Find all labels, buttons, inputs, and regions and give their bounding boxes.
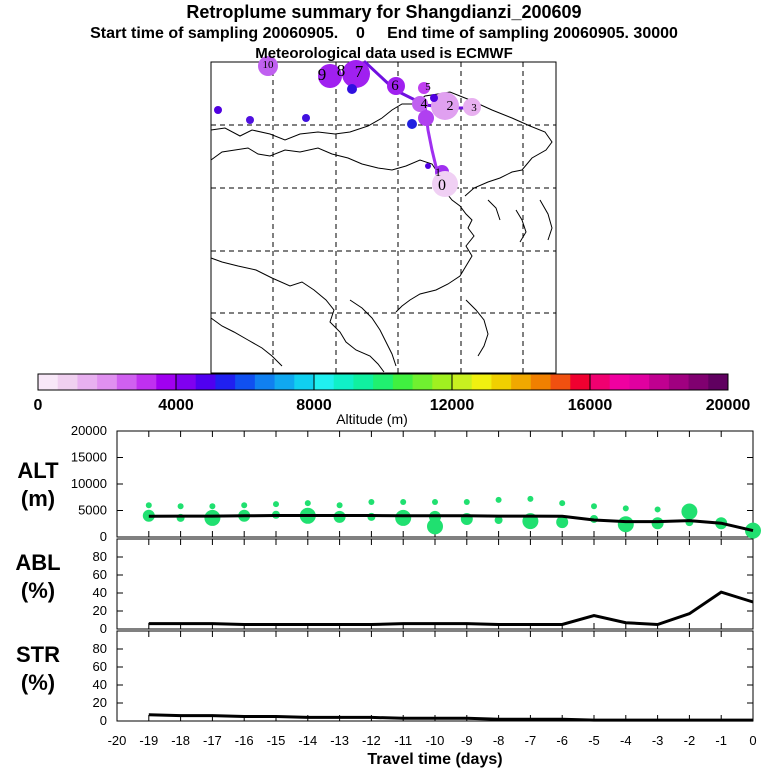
map-frame bbox=[210, 61, 557, 374]
border-line bbox=[349, 299, 397, 367]
plume-day-label: 6 bbox=[391, 78, 399, 94]
plume-blob bbox=[302, 114, 310, 122]
met-data-note: Meteorological data used is ECMWF bbox=[255, 45, 513, 62]
plume-blobs bbox=[214, 56, 481, 197]
plume-day-label: 9 bbox=[318, 65, 327, 84]
plume-blob bbox=[407, 119, 417, 129]
plume-day-label: 4 bbox=[421, 97, 428, 112]
map-background bbox=[211, 62, 556, 373]
figure-title: Retroplume summary for Shangdianzi_20060… bbox=[186, 2, 582, 22]
border-line bbox=[487, 199, 501, 221]
plume-blob bbox=[258, 56, 278, 76]
plume-blob bbox=[418, 82, 430, 94]
plume-blob bbox=[418, 110, 434, 126]
plume-day-label: 7 bbox=[355, 62, 364, 81]
plume-blob bbox=[318, 64, 342, 88]
border-line bbox=[465, 299, 489, 357]
plume-blob bbox=[431, 92, 459, 120]
plume-blob bbox=[214, 106, 222, 114]
plume-blob bbox=[347, 84, 357, 94]
border-line bbox=[539, 199, 553, 241]
plume-day-label: 8 bbox=[337, 61, 346, 80]
plume-blob bbox=[430, 94, 438, 102]
plume-blob bbox=[412, 96, 428, 112]
plume-blob bbox=[246, 116, 254, 124]
plume-day-label: 10 bbox=[263, 59, 275, 71]
plume-day-label: 5 bbox=[425, 81, 431, 93]
plume-day-label: 3 bbox=[471, 102, 477, 114]
plume-blob bbox=[425, 163, 431, 169]
plume-day-labels: 10 9 8 7 6 5 4 3 2 10 bbox=[263, 59, 478, 194]
border-line bbox=[210, 317, 283, 367]
plume-blob bbox=[463, 98, 481, 116]
plume-day-label: 1 bbox=[435, 165, 441, 179]
plume-blob bbox=[387, 77, 405, 95]
sampling-times: Start time of sampling 20060905. 0 End t… bbox=[90, 25, 678, 42]
plume-blob bbox=[432, 171, 458, 197]
map-gridlines bbox=[211, 62, 556, 373]
plume-day-label: 2 bbox=[447, 99, 454, 114]
plume-day-label: 0 bbox=[438, 177, 446, 194]
border-line bbox=[515, 209, 527, 243]
border-line bbox=[210, 257, 385, 373]
plume-blob bbox=[342, 60, 370, 88]
